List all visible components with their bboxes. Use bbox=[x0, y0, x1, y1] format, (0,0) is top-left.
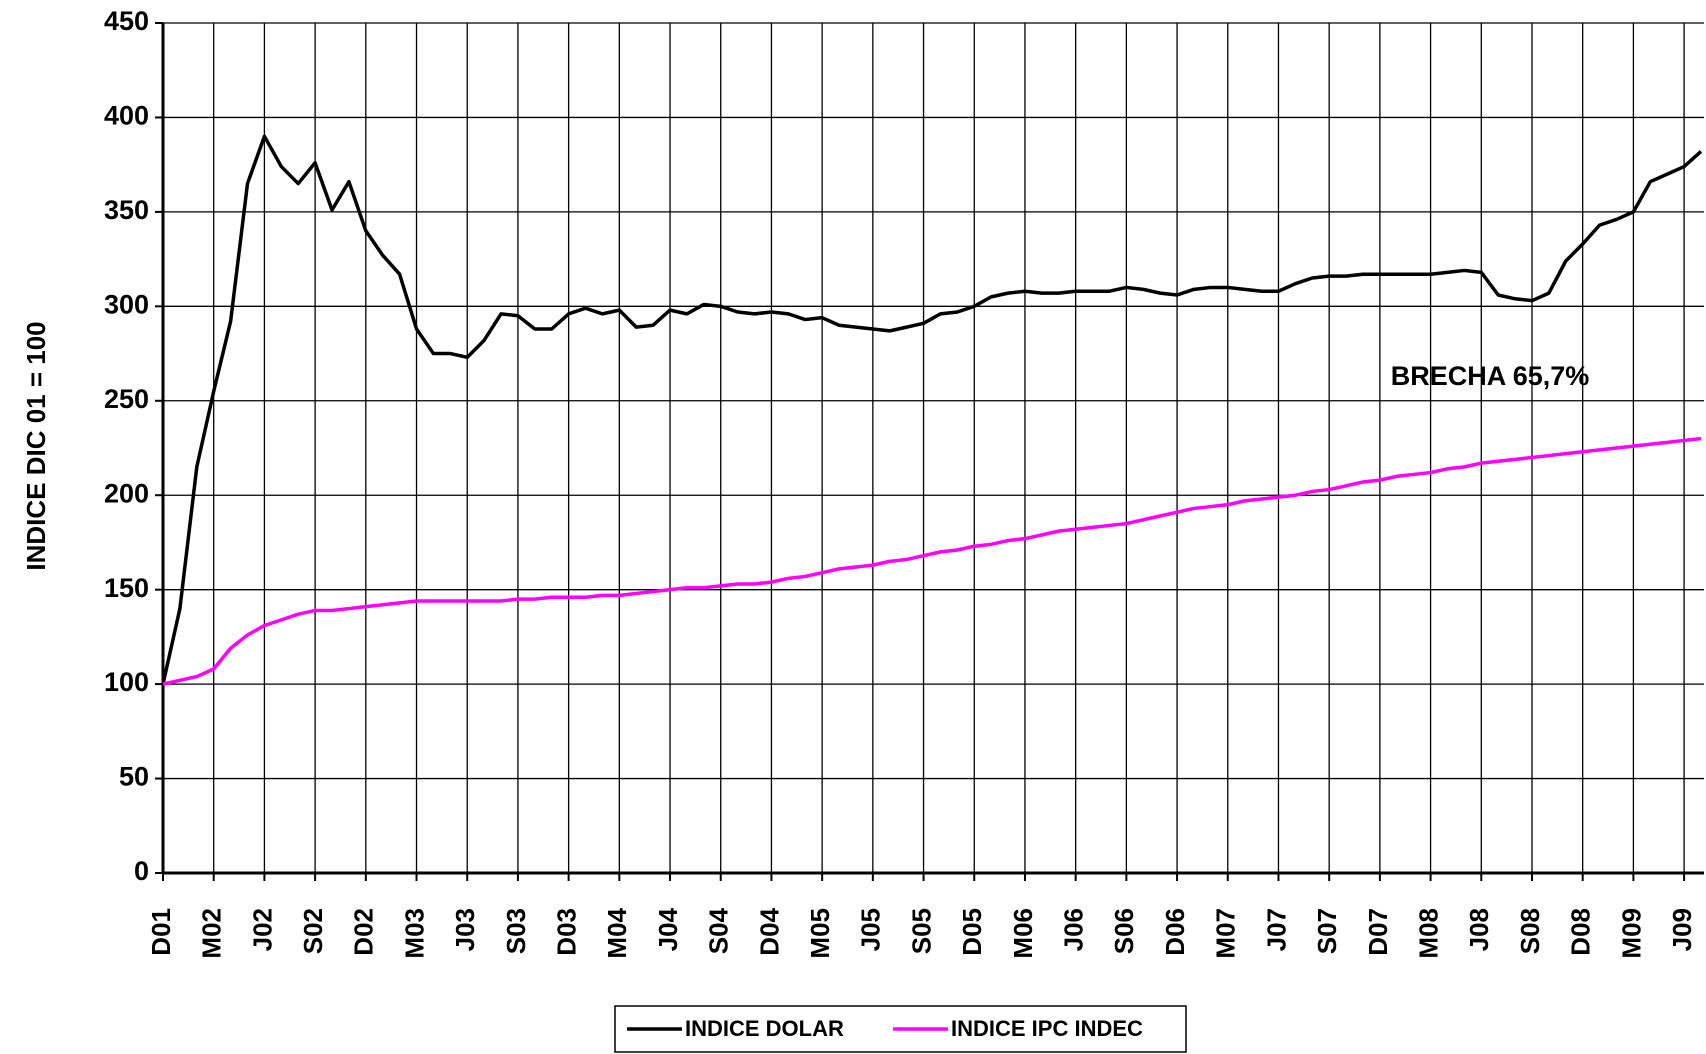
x-tick-label: S08 bbox=[1515, 908, 1545, 954]
x-tick-label: J03 bbox=[450, 908, 480, 951]
x-tick-label: S02 bbox=[298, 908, 328, 954]
x-tick-label: J06 bbox=[1059, 908, 1089, 951]
x-tick-label: M07 bbox=[1211, 908, 1241, 959]
x-tick-label: M05 bbox=[805, 908, 835, 959]
x-tick-label: D08 bbox=[1566, 908, 1596, 956]
x-tick-label: J04 bbox=[653, 907, 683, 951]
x-tick-label: D04 bbox=[754, 907, 784, 955]
y-axis-label: INDICE DIC 01 = 100 bbox=[21, 321, 51, 570]
x-tick-label: S05 bbox=[906, 908, 936, 954]
x-tick-label: D07 bbox=[1363, 908, 1393, 956]
line-series bbox=[161, 134, 1703, 685]
x-tick-label: D02 bbox=[349, 908, 379, 956]
x-tick-label: J02 bbox=[247, 908, 277, 951]
y-tick-label: 400 bbox=[104, 101, 149, 131]
y-tick-label: 0 bbox=[134, 856, 149, 886]
x-tick-label: J07 bbox=[1261, 908, 1291, 951]
x-tick-label: M06 bbox=[1008, 908, 1038, 959]
y-tick-label: 200 bbox=[104, 478, 149, 508]
x-tick-label: D01 bbox=[146, 908, 176, 956]
x-tick-label: S04 bbox=[704, 907, 734, 954]
y-tick-label: 350 bbox=[104, 195, 149, 225]
x-tick-label: D03 bbox=[552, 908, 582, 956]
x-tick-label: M02 bbox=[197, 908, 227, 959]
x-tick-label: J08 bbox=[1464, 908, 1494, 951]
x-tick-label: D06 bbox=[1160, 908, 1190, 956]
line-series bbox=[162, 436, 1702, 686]
x-tick-label: S07 bbox=[1312, 908, 1342, 954]
y-tick-label: 50 bbox=[119, 762, 149, 792]
y-tick-label: 300 bbox=[104, 289, 149, 319]
x-tick-label: J05 bbox=[856, 908, 886, 951]
legend-label: INDICE IPC INDEC bbox=[951, 1016, 1143, 1041]
x-tick-label: S06 bbox=[1109, 908, 1139, 954]
y-tick-label: 250 bbox=[104, 384, 149, 414]
x-tick-label: D05 bbox=[957, 908, 987, 956]
y-tick-label: 450 bbox=[104, 6, 149, 36]
x-tick-label: M03 bbox=[399, 908, 429, 959]
x-tick-label: M09 bbox=[1616, 908, 1646, 959]
x-tick-label: J09 bbox=[1667, 908, 1697, 951]
y-tick-label: 100 bbox=[104, 667, 149, 697]
x-tick-label: S03 bbox=[501, 908, 531, 954]
y-tick-label: 150 bbox=[104, 573, 149, 603]
annotation: BRECHA 65,7% bbox=[1391, 361, 1590, 391]
x-tick-label: M04 bbox=[602, 907, 632, 958]
x-tick-label: M08 bbox=[1413, 908, 1443, 959]
legend-label: INDICE DOLAR bbox=[685, 1016, 844, 1041]
